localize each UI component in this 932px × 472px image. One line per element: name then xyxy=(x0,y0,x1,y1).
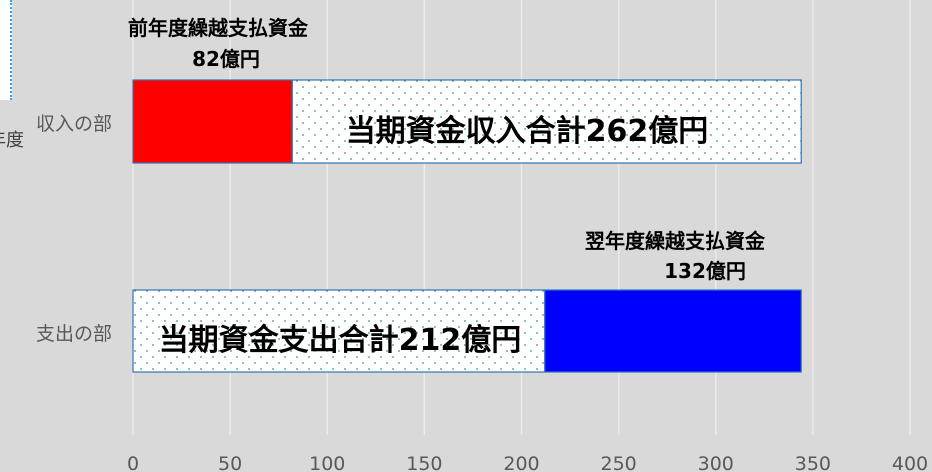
x-tick-200: 200 xyxy=(503,453,539,472)
annotation-prev-carryover-title: 前年度繰越支払資金 xyxy=(128,16,309,40)
annotation-next-carryover-title: 翌年度繰越支払資金 xyxy=(585,229,766,253)
bar-0-1 xyxy=(291,79,802,164)
x-tick-100: 100 xyxy=(309,453,345,472)
x-tick-150: 150 xyxy=(406,453,442,472)
annotation-next-carryover-amount: 132億円 xyxy=(664,259,746,283)
x-tick-350: 350 xyxy=(795,453,831,472)
gridlines xyxy=(132,0,911,435)
category-label-1: 支出の部 xyxy=(36,323,112,345)
category-label-0: 収入の部 xyxy=(36,113,112,135)
x-tick-250: 250 xyxy=(600,453,636,472)
annotation-total-expense: 当期資金支出合計212億円 xyxy=(159,323,522,358)
bar-1-3 xyxy=(544,289,802,373)
cropped-left-label: 年度 xyxy=(0,130,24,151)
x-tick-labels: 0 50 100 150 200 250 300 350 400 xyxy=(127,453,928,472)
x-tick-300: 300 xyxy=(698,453,734,472)
annotation-total-income: 当期資金収入合計262億円 xyxy=(346,114,709,149)
x-tick-50: 50 xyxy=(218,453,242,472)
x-tick-400: 400 xyxy=(892,453,928,472)
annotation-prev-carryover-amount: 82億円 xyxy=(192,47,260,71)
bar-0-0 xyxy=(132,79,293,164)
cropped-legend-box xyxy=(0,0,12,100)
x-tick-0: 0 xyxy=(127,453,139,472)
bar-1-2 xyxy=(132,289,546,373)
bars xyxy=(132,79,802,373)
